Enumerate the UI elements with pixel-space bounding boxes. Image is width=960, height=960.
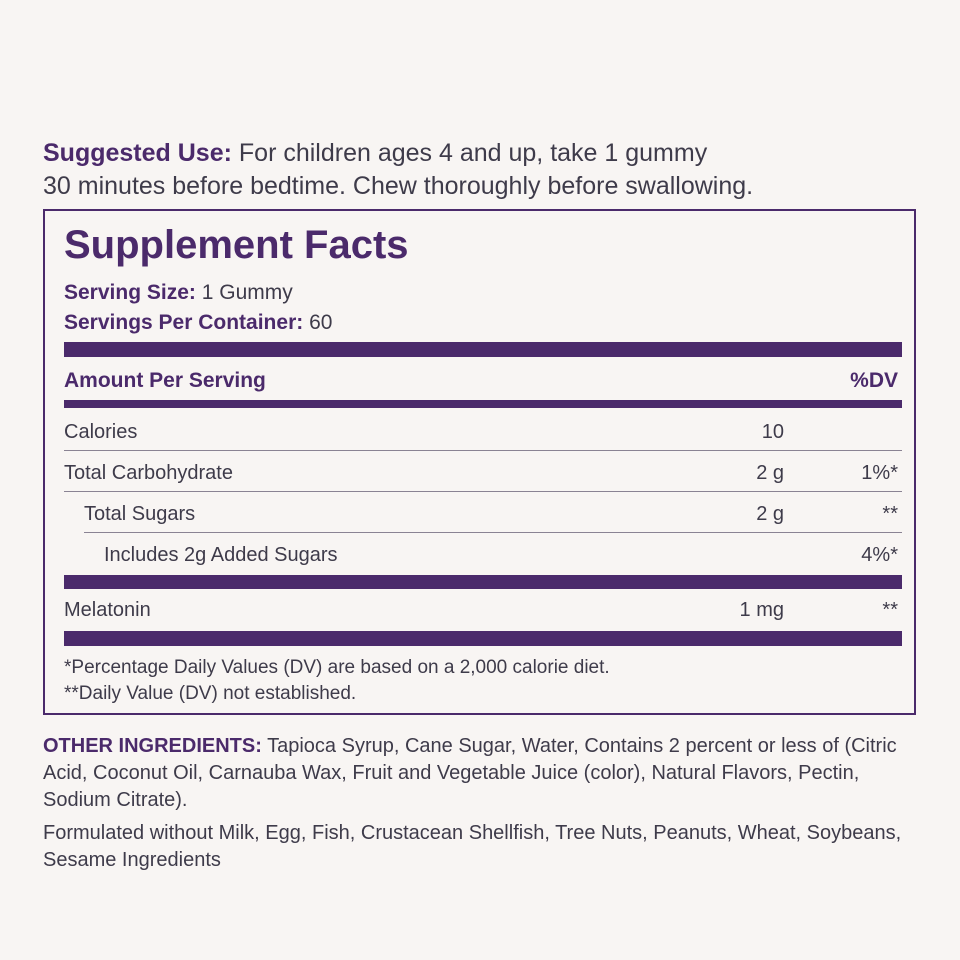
row-total-carbohydrate-amount: 2 g bbox=[756, 462, 784, 484]
formulated-without: Formulated without Milk, Egg, Fish, Crus… bbox=[43, 822, 902, 871]
suggested-use-line1: For children ages 4 and up, take 1 gummy bbox=[238, 139, 708, 167]
row-calories-amount: 10 bbox=[761, 421, 784, 443]
supplement-facts-panel: Supplement Facts Serving Size: 1 Gummy S… bbox=[43, 209, 916, 715]
thick-divider bbox=[64, 342, 902, 357]
row-melatonin-dv: ** bbox=[882, 599, 898, 621]
row-added-sugars-label: Includes 2g Added Sugars bbox=[104, 544, 338, 566]
row-melatonin-amount: 1 mg bbox=[739, 599, 784, 621]
amount-per-serving-header: Amount Per Serving bbox=[64, 369, 266, 392]
servings-per-container-label: Servings Per Container: bbox=[64, 311, 304, 334]
row-total-carbohydrate-dv: 1%* bbox=[861, 462, 898, 484]
other-ingredients-text: Tapioca Syrup, Cane Sugar, Water, Contai… bbox=[43, 735, 897, 811]
row-added-sugars-dv: 4%* bbox=[861, 544, 898, 566]
suggested-use-line2: 30 minutes before bedtime. Chew thorough… bbox=[43, 172, 754, 200]
medium-divider bbox=[64, 400, 902, 408]
serving-size-label: Serving Size: bbox=[64, 281, 196, 304]
footnote-not-established: **Daily Value (DV) not established. bbox=[64, 683, 357, 704]
suggested-use-label: Suggested Use: bbox=[43, 139, 232, 167]
servings-per-container: Servings Per Container: 60 bbox=[64, 311, 332, 335]
row-total-sugars-label: Total Sugars bbox=[84, 503, 196, 525]
row-calories-label: Calories bbox=[64, 421, 138, 443]
serving-size-value: 1 Gummy bbox=[201, 281, 293, 304]
other-ingredients: OTHER INGREDIENTS: Tapioca Syrup, Cane S… bbox=[43, 733, 918, 814]
thick-divider bbox=[64, 575, 902, 589]
dv-header: %DV bbox=[850, 369, 898, 392]
suggested-use: Suggested Use: For children ages 4 and u… bbox=[43, 137, 923, 203]
row-divider bbox=[64, 491, 902, 492]
row-total-sugars-amount: 2 g bbox=[756, 503, 784, 525]
row-melatonin-label: Melatonin bbox=[64, 599, 151, 621]
footnote-dv: *Percentage Daily Values (DV) are based … bbox=[64, 657, 610, 678]
row-total-carbohydrate-label: Total Carbohydrate bbox=[64, 462, 233, 484]
serving-size: Serving Size: 1 Gummy bbox=[64, 281, 293, 305]
row-divider bbox=[64, 450, 902, 451]
other-ingredients-label: OTHER INGREDIENTS: bbox=[43, 735, 262, 757]
thick-divider bbox=[64, 631, 902, 646]
row-total-sugars-dv: ** bbox=[882, 503, 898, 525]
servings-per-container-value: 60 bbox=[309, 311, 333, 334]
facts-title: Supplement Facts bbox=[64, 223, 409, 267]
row-divider bbox=[84, 532, 902, 533]
